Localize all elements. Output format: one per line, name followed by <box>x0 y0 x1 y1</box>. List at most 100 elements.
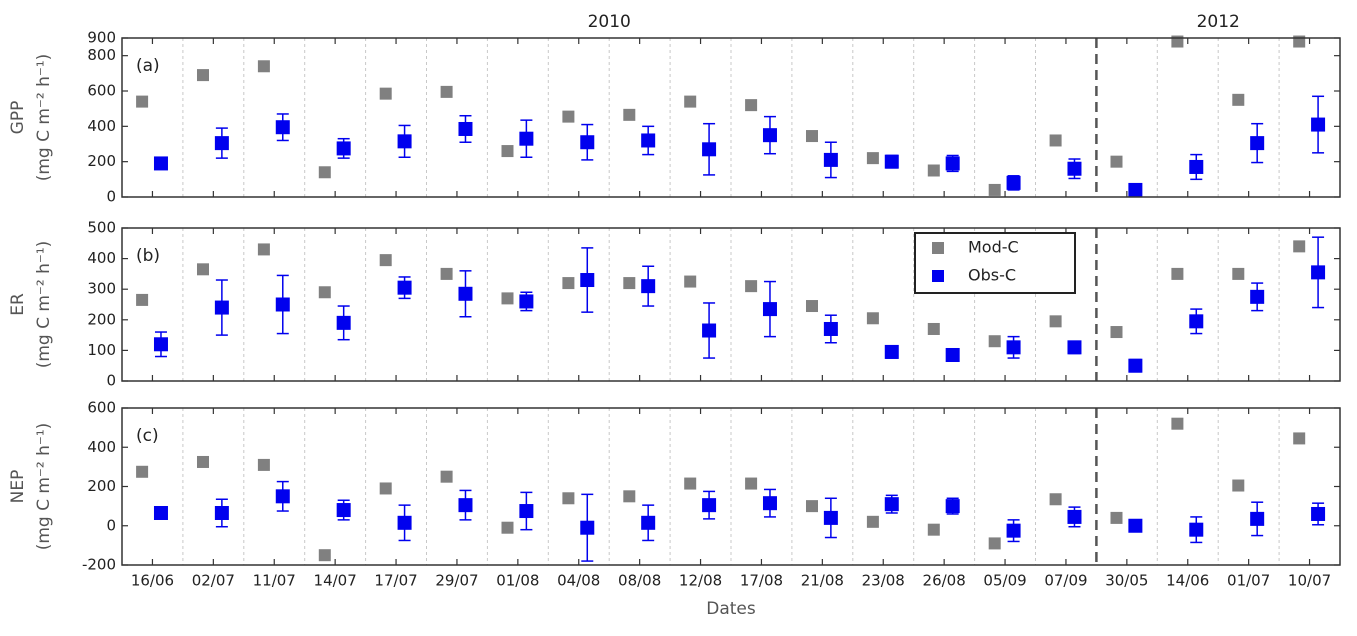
obs-point <box>641 279 656 294</box>
mod-point <box>196 455 209 468</box>
obs-point <box>1006 523 1021 538</box>
mod-point <box>1110 326 1123 339</box>
mod-point <box>1232 267 1245 280</box>
y-tick-label: 500 <box>87 219 116 237</box>
mod-point <box>866 312 879 325</box>
plot-frame <box>121 37 1341 198</box>
obs-point <box>945 156 960 171</box>
mod-point <box>440 85 453 98</box>
obs-point <box>702 142 717 157</box>
mod-point <box>318 549 331 562</box>
obs-point <box>580 135 595 150</box>
mod-point <box>684 477 697 490</box>
obs-point <box>641 133 656 148</box>
obs-point <box>1311 117 1326 132</box>
x-tick-label: 07/09 <box>1044 572 1087 590</box>
mod-point <box>927 322 940 335</box>
x-tick-label: 11/07 <box>253 572 296 590</box>
mod-point <box>136 95 149 108</box>
mod-point <box>379 87 392 100</box>
obs-point <box>823 152 838 167</box>
mod-point <box>745 477 758 490</box>
x-tick-label: 01/08 <box>496 572 539 590</box>
y-tick-label: 300 <box>87 280 116 298</box>
obs-point <box>762 496 777 511</box>
x-tick-label: 21/08 <box>801 572 844 590</box>
obs-point <box>702 323 717 338</box>
obs-point <box>1128 182 1143 197</box>
mod-point <box>988 537 1001 550</box>
mod-point <box>623 490 636 503</box>
x-tick-label: 17/08 <box>740 572 783 590</box>
obs-point <box>1067 340 1082 355</box>
plot-frame <box>121 227 1341 382</box>
obs-point <box>823 321 838 336</box>
x-tick-label: 01/07 <box>1227 572 1270 590</box>
obs-point <box>945 499 960 514</box>
mod-point <box>745 99 758 112</box>
mod-point <box>684 95 697 108</box>
obs-point <box>1250 136 1265 151</box>
obs-point <box>702 498 717 513</box>
mod-point <box>562 277 575 290</box>
y-axis-unit: (mg C m⁻² h⁻¹) <box>34 54 54 182</box>
obs-point <box>641 515 656 530</box>
mod-point <box>1232 93 1245 106</box>
obs-point <box>1250 511 1265 526</box>
obs-point <box>519 504 534 519</box>
obs-point <box>1006 175 1021 190</box>
mod-point <box>1049 134 1062 147</box>
y-tick-label: 100 <box>87 341 116 359</box>
obs-point <box>823 510 838 525</box>
legend-swatch <box>932 270 944 282</box>
obs-point <box>336 503 351 518</box>
obs-point <box>1128 518 1143 533</box>
x-tick-label: 12/08 <box>679 572 722 590</box>
x-tick-label: 17/07 <box>374 572 417 590</box>
obs-point <box>458 498 473 513</box>
x-tick-label: 14/07 <box>314 572 357 590</box>
mod-point <box>196 263 209 276</box>
obs-point <box>1067 509 1082 524</box>
mod-point <box>988 335 1001 348</box>
obs-point <box>762 128 777 143</box>
obs-point <box>336 315 351 330</box>
mod-point <box>866 515 879 528</box>
mod-point <box>136 293 149 306</box>
mod-point <box>136 465 149 478</box>
y-tick-label: 0 <box>106 516 116 534</box>
obs-point <box>397 515 412 530</box>
mod-point <box>440 470 453 483</box>
obs-point <box>884 154 899 169</box>
y-tick-label: 400 <box>87 117 116 135</box>
obs-point <box>762 302 777 317</box>
mod-point <box>196 69 209 82</box>
mod-point <box>684 275 697 288</box>
mod-point <box>805 300 818 313</box>
y-axis-unit: (mg C m⁻² h⁻¹) <box>34 241 54 369</box>
mod-point <box>988 183 1001 196</box>
mod-point <box>1232 479 1245 492</box>
mod-point <box>257 458 270 471</box>
panel-label: (c) <box>136 426 159 446</box>
obs-point <box>1006 340 1021 355</box>
obs-point <box>153 505 168 520</box>
obs-point <box>1189 522 1204 537</box>
obs-point <box>214 505 229 520</box>
x-tick-label: 26/08 <box>923 572 966 590</box>
obs-point <box>153 337 168 352</box>
mod-point <box>318 166 331 179</box>
y-tick-label: 200 <box>87 477 116 495</box>
obs-point <box>519 131 534 146</box>
x-tick-label: 29/07 <box>435 572 478 590</box>
year-label: 2010 <box>588 12 631 32</box>
mod-point <box>379 482 392 495</box>
y-axis-label: ER <box>8 293 28 316</box>
mod-point <box>927 164 940 177</box>
legend-label: Obs-C <box>968 266 1016 285</box>
mod-point <box>1171 267 1184 280</box>
obs-point <box>1067 161 1082 176</box>
obs-point <box>397 134 412 149</box>
y-tick-label: 400 <box>87 249 116 267</box>
mod-point <box>745 280 758 293</box>
